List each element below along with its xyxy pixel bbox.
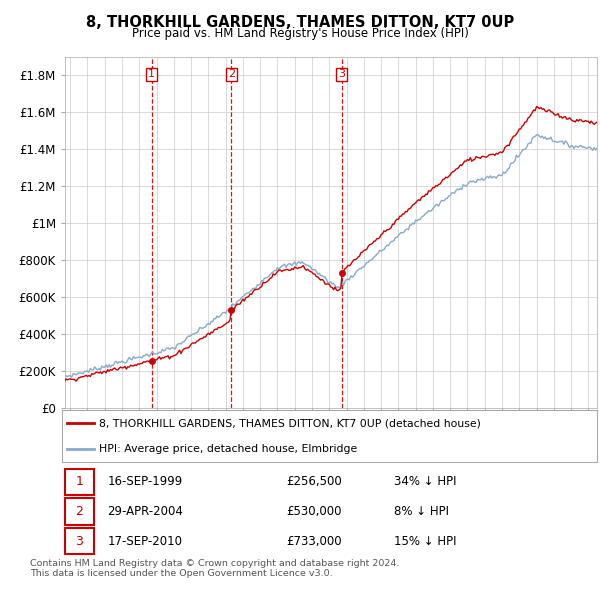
- Text: 1: 1: [75, 475, 83, 489]
- Text: 2: 2: [228, 69, 235, 79]
- Text: 17-SEP-2010: 17-SEP-2010: [107, 535, 182, 548]
- Text: Price paid vs. HM Land Registry's House Price Index (HPI): Price paid vs. HM Land Registry's House …: [131, 27, 469, 40]
- Text: 1: 1: [148, 69, 155, 79]
- Text: 2: 2: [75, 505, 83, 518]
- FancyBboxPatch shape: [65, 528, 94, 554]
- Text: 16-SEP-1999: 16-SEP-1999: [107, 475, 183, 489]
- Text: 15% ↓ HPI: 15% ↓ HPI: [394, 535, 456, 548]
- Text: 8% ↓ HPI: 8% ↓ HPI: [394, 505, 449, 518]
- Text: 29-APR-2004: 29-APR-2004: [107, 505, 184, 518]
- Text: HPI: Average price, detached house, Elmbridge: HPI: Average price, detached house, Elmb…: [100, 444, 358, 454]
- Text: 8, THORKHILL GARDENS, THAMES DITTON, KT7 0UP: 8, THORKHILL GARDENS, THAMES DITTON, KT7…: [86, 15, 514, 30]
- Text: 8, THORKHILL GARDENS, THAMES DITTON, KT7 0UP (detached house): 8, THORKHILL GARDENS, THAMES DITTON, KT7…: [100, 418, 481, 428]
- FancyBboxPatch shape: [65, 468, 94, 495]
- Text: 3: 3: [75, 535, 83, 548]
- Text: 34% ↓ HPI: 34% ↓ HPI: [394, 475, 456, 489]
- Text: Contains HM Land Registry data © Crown copyright and database right 2024.
This d: Contains HM Land Registry data © Crown c…: [30, 559, 400, 578]
- Text: £256,500: £256,500: [287, 475, 343, 489]
- FancyBboxPatch shape: [65, 499, 94, 525]
- Text: 3: 3: [338, 69, 345, 79]
- Text: £530,000: £530,000: [287, 505, 342, 518]
- Text: £733,000: £733,000: [287, 535, 343, 548]
